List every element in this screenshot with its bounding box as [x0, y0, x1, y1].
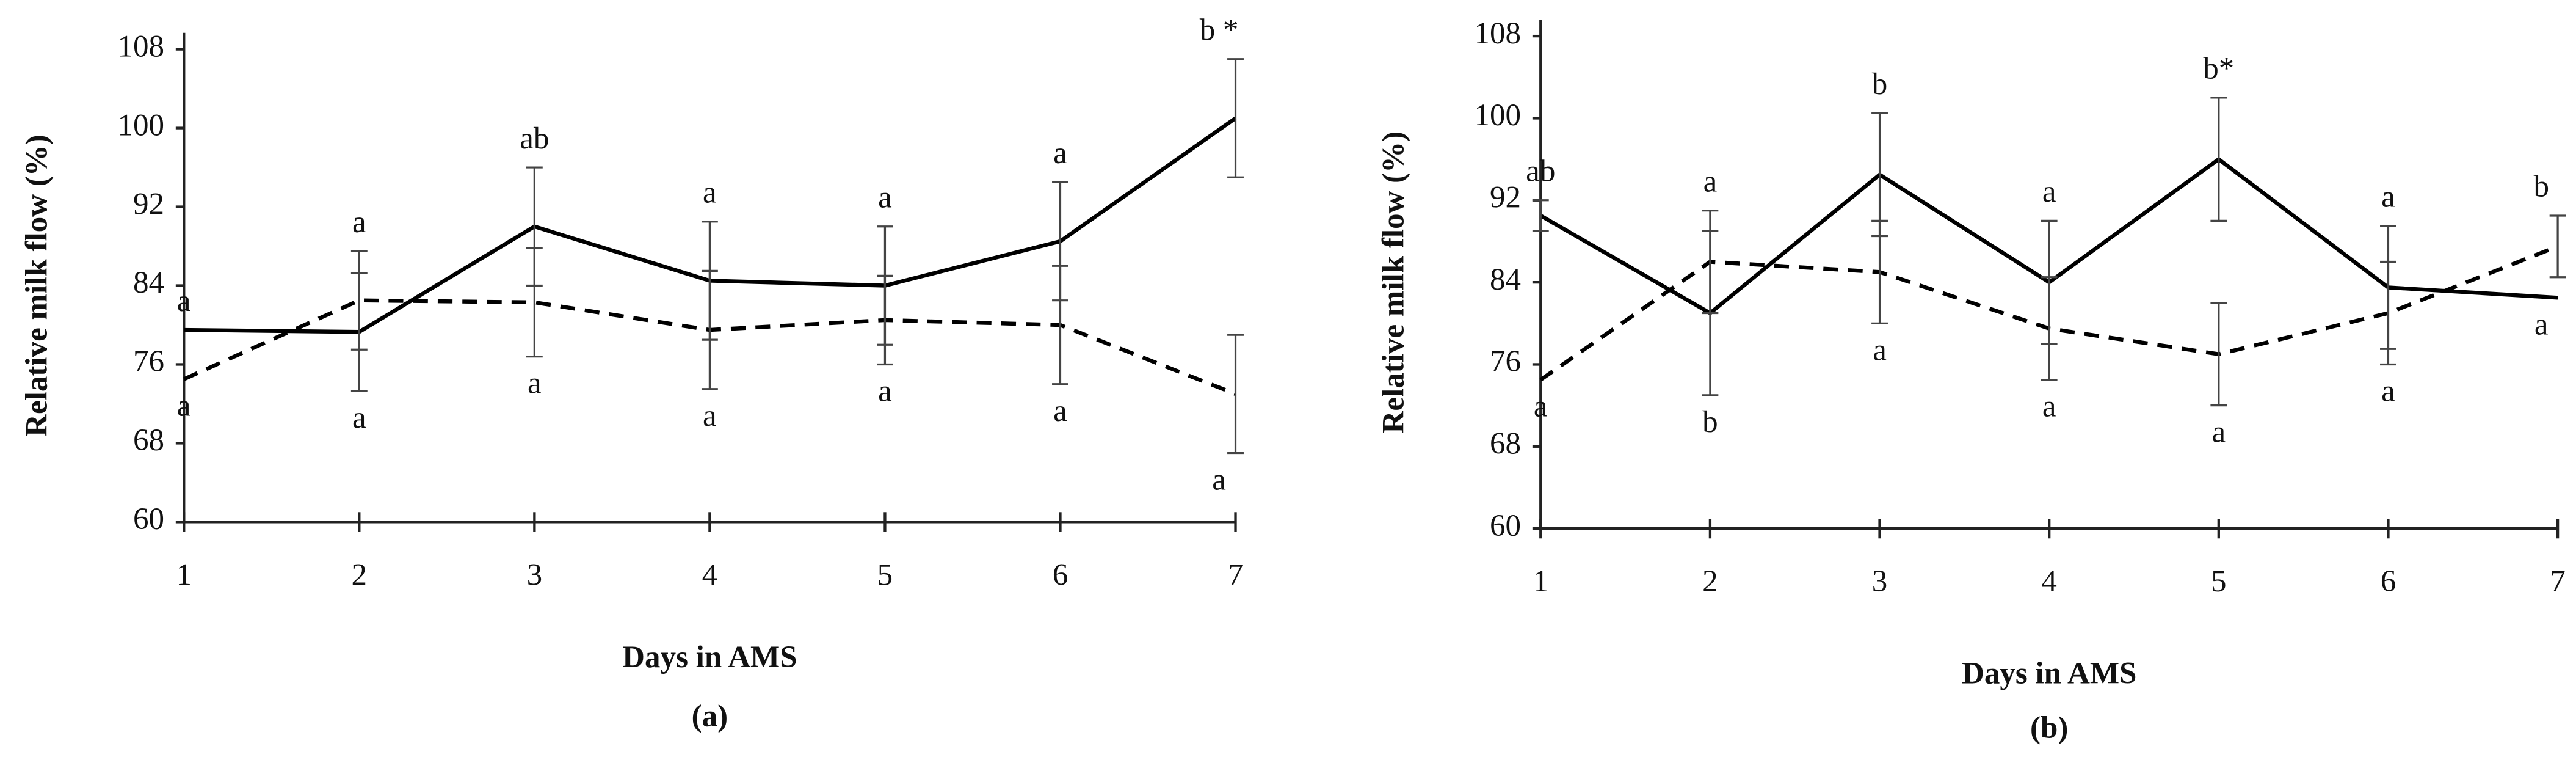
- error-bar: [701, 269, 718, 390]
- significance-label: ab: [520, 122, 549, 156]
- significance-label: a: [2042, 390, 2056, 424]
- significance-label: b: [1872, 67, 1888, 101]
- x-tick-label: 4: [702, 558, 718, 592]
- y-tick-label: 84: [1490, 263, 1521, 297]
- significance-label: a: [2381, 375, 2395, 409]
- significance-label: a: [1534, 390, 1548, 424]
- significance-label: a: [177, 284, 191, 318]
- significance-label: a: [703, 399, 717, 433]
- y-tick-label: 68: [1490, 427, 1521, 461]
- significance-label: a: [2042, 175, 2056, 209]
- significance-label: a: [1053, 394, 1067, 428]
- significance-label: ab: [1526, 155, 1555, 189]
- error-bar: [350, 250, 368, 351]
- error-bar: [1227, 58, 1244, 178]
- y-tick-label: 100: [1474, 98, 1521, 133]
- significance-label: b*: [2203, 52, 2234, 86]
- x-tick-label: 7: [2550, 565, 2566, 599]
- x-tick-label: 2: [352, 558, 368, 592]
- y-tick-label: 60: [1490, 509, 1521, 543]
- caption: (b): [2030, 711, 2068, 745]
- x-tick-label: 1: [176, 558, 192, 592]
- caption: (a): [692, 700, 728, 734]
- significance-label: a: [703, 175, 717, 210]
- error-bar: [2210, 302, 2227, 407]
- y-tick-label: 76: [1490, 345, 1521, 379]
- error-bar: [1052, 265, 1068, 385]
- y-tick-label: 92: [1490, 181, 1521, 215]
- y-tick-label: 108: [117, 29, 164, 64]
- significance-label: a: [352, 205, 366, 239]
- error-bar: [1532, 199, 1549, 232]
- y-tick-label: 60: [133, 502, 164, 536]
- x-axis-title: Days in AMS: [1962, 657, 2136, 691]
- y-tick-label: 68: [133, 423, 164, 458]
- significance-label: a: [177, 389, 191, 423]
- significance-label: a: [878, 375, 892, 409]
- y-tick-label: 108: [1474, 16, 1521, 51]
- significance-label: b *: [1200, 13, 1239, 47]
- x-tick-label: 5: [877, 558, 893, 592]
- error-bar: [1702, 209, 1719, 315]
- x-tick-label: 4: [2041, 565, 2057, 599]
- significance-label: b: [1702, 405, 1718, 439]
- y-tick-label: 92: [133, 187, 164, 221]
- error-bar: [877, 274, 893, 366]
- error-bar: [2210, 97, 2227, 222]
- significance-label: a: [2211, 415, 2226, 450]
- y-tick-label: 76: [133, 345, 164, 379]
- significance-label: a: [2534, 307, 2549, 342]
- significance-label: a: [1212, 463, 1226, 497]
- significance-label: a: [878, 181, 892, 215]
- x-tick-label: 5: [2211, 565, 2227, 599]
- error-bar: [2380, 260, 2396, 366]
- significance-label: a: [2381, 180, 2395, 214]
- significance-label: a: [1873, 333, 1887, 367]
- error-bar: [1871, 112, 1888, 238]
- y-tick-label: 100: [117, 108, 164, 142]
- y-axis-title: Relative milk flow (%): [20, 134, 54, 437]
- x-tick-label: 6: [2381, 565, 2396, 599]
- significance-label: b: [2533, 170, 2549, 204]
- x-tick-label: 6: [1053, 558, 1068, 592]
- significance-label: a: [1053, 136, 1067, 170]
- error-bar: [1871, 219, 1888, 324]
- error-bar: [526, 247, 543, 358]
- x-tick-label: 3: [1872, 565, 1888, 599]
- error-bar: [2041, 276, 2058, 381]
- significance-label: a: [352, 401, 366, 435]
- significance-label: a: [1703, 164, 1718, 199]
- x-tick-label: 7: [1228, 558, 1244, 592]
- x-tick-label: 1: [1533, 565, 1549, 599]
- x-tick-label: 3: [527, 558, 543, 592]
- x-tick-label: 2: [1702, 565, 1718, 599]
- x-axis-title: Days in AMS: [622, 640, 797, 674]
- error-bar: [2549, 214, 2566, 279]
- error-bar: [1227, 334, 1244, 455]
- y-axis-title: Relative milk flow (%): [1377, 131, 1411, 434]
- y-tick-label: 84: [133, 266, 164, 300]
- significance-label: a: [528, 367, 542, 401]
